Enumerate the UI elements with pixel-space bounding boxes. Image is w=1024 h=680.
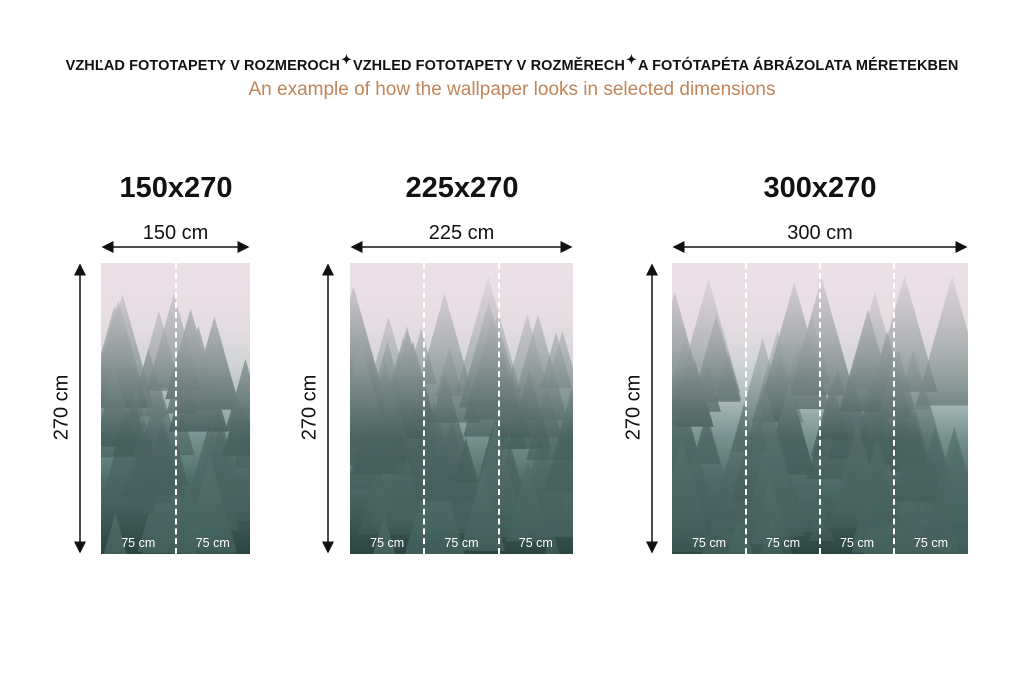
wallpaper-preview: 75 cm 75 cm 75 cm (350, 263, 573, 554)
size-title: 150x270 (119, 172, 233, 204)
segment-width-label: 75 cm (370, 536, 405, 550)
forest-image (672, 263, 968, 554)
panel-divider (819, 263, 821, 554)
header-czech: VZHLED FOTOTAPETY V ROZMĚRECH (352, 58, 625, 74)
segment-width-label: 75 cm (691, 536, 727, 550)
segment-width-label: 75 cm (121, 536, 156, 550)
sparkle-icon: ✦ (625, 52, 637, 67)
panel-divider (745, 263, 747, 554)
size-title: 300x270 (763, 172, 877, 204)
segment-width-label: 75 cm (195, 536, 230, 550)
forest-image (350, 263, 573, 554)
segment-width-label: 75 cm (518, 536, 553, 550)
wallpaper-preview: 75 cm 75 cm (101, 263, 250, 554)
sparkle-icon: ✦ (340, 52, 352, 67)
wallpaper-preview: 75 cm 75 cm 75 cm 75 cm (672, 263, 968, 554)
header-slovak: VZHĽAD FOTOTAPETY V ROZMEROCH (65, 58, 340, 74)
panel-divider (497, 263, 500, 554)
width-label: 225 cm (428, 222, 495, 244)
segment-width-label: 75 cm (839, 536, 875, 550)
panel-divider (893, 263, 895, 554)
size-title: 225x270 (405, 172, 519, 204)
width-label: 300 cm (787, 222, 853, 244)
segment-width-label: 75 cm (913, 536, 949, 550)
segment-width-label: 75 cm (444, 536, 479, 550)
width-label: 150 cm (142, 222, 209, 244)
header-languages: VZHĽAD FOTOTAPETY V ROZMEROCH✦VZHLED FOT… (0, 52, 1024, 74)
segment-width-label: 75 cm (765, 536, 801, 550)
panel-divider (174, 263, 177, 554)
header-hungarian: A FOTÓTAPÉTA ÁBRÁZOLATA MÉRETEKBEN (637, 58, 959, 74)
subtitle: An example of how the wallpaper looks in… (248, 79, 776, 100)
panel-divider (423, 263, 426, 554)
